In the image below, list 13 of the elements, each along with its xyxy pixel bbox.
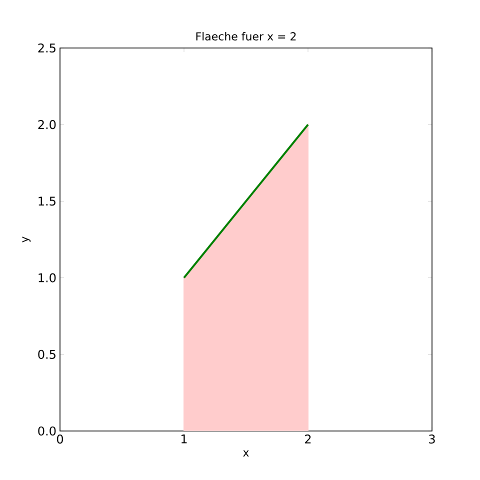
y-axis-title: y: [22, 236, 31, 242]
y-tick-label: 0.0: [38, 426, 56, 436]
x-tick-label: 1: [181, 434, 187, 444]
y-tick-label: 2.0: [38, 120, 56, 130]
x-tick-label: 0: [56, 434, 64, 444]
y-tick-label: 0.5: [38, 350, 56, 359]
chart-title: Flaeche fuer x = 2: [196, 32, 296, 40]
y-tick-label: 2.5: [38, 43, 56, 53]
x-tick-label: 2: [305, 434, 311, 444]
y-tick-label: 1.5: [38, 196, 56, 206]
x-axis-title: x: [243, 450, 249, 456]
y-tick-label: 1.0: [38, 273, 56, 282]
x-tick-label: 3: [429, 434, 435, 444]
